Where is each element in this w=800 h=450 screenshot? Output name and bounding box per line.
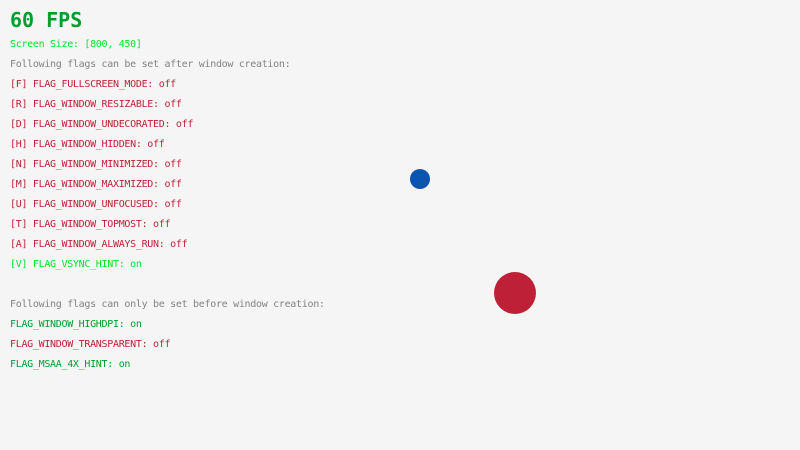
flag-msaa-4x-hint: FLAG_MSAA_4X_HINT: on: [10, 359, 131, 370]
blue-ball: [410, 169, 430, 189]
flag-window-always-run: [A] FLAG_WINDOW_ALWAYS_RUN: off: [10, 239, 188, 250]
flag-window-minimized: [N] FLAG_WINDOW_MINIMIZED: off: [10, 159, 182, 170]
flag-window-undecorated: [D] FLAG_WINDOW_UNDECORATED: off: [10, 119, 194, 130]
screen-size-label: Screen Size: [800, 450]: [10, 39, 142, 50]
flag-window-transparent: FLAG_WINDOW_TRANSPARENT: off: [10, 339, 171, 350]
flag-window-unfocused: [U] FLAG_WINDOW_UNFOCUSED: off: [10, 199, 182, 210]
section-after-creation-header: Following flags can be set after window …: [10, 59, 291, 70]
flag-window-topmost: [T] FLAG_WINDOW_TOPMOST: off: [10, 219, 171, 230]
flag-fullscreen-mode: [F] FLAG_FULLSCREEN_MODE: off: [10, 79, 176, 90]
flag-window-maximized: [M] FLAG_WINDOW_MAXIMIZED: off: [10, 179, 182, 190]
flag-window-resizable: [R] FLAG_WINDOW_RESIZABLE: off: [10, 99, 182, 110]
section-before-creation-header: Following flags can only be set before w…: [10, 299, 325, 310]
fps-counter: 60 FPS: [10, 8, 83, 32]
flag-window-highdpi: FLAG_WINDOW_HIGHDPI: on: [10, 319, 142, 330]
flag-window-hidden: [H] FLAG_WINDOW_HIDDEN: off: [10, 139, 165, 150]
flag-vsync-hint: [V] FLAG_VSYNC_HINT: on: [10, 259, 142, 270]
red-ball: [494, 272, 536, 314]
